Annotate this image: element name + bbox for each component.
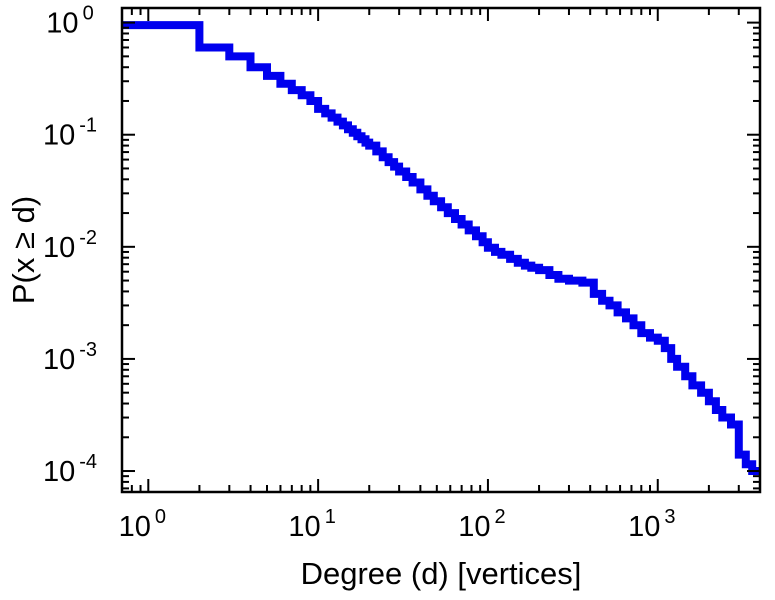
- x-tick-label: 10 0: [119, 506, 166, 543]
- plot-area: 10 0 10 1 10 2 10 3 10 0 10 -1 10 -2 10 -3 10 -4: [43, 3, 762, 543]
- x-axis-label: Degree (d) [vertices]: [301, 556, 582, 591]
- x-tick-label: 10 1: [288, 506, 335, 543]
- y-tick-label: 10 -2: [43, 227, 97, 264]
- y-tick-label: 10 -1: [43, 115, 97, 152]
- x-tick-label: 10 3: [628, 506, 675, 543]
- axis-ticks: [122, 8, 760, 492]
- ccdf-step-line: [122, 21, 760, 475]
- y-tick-label: 10 -3: [43, 339, 97, 376]
- y-tick-label: 10 -4: [43, 451, 97, 488]
- plot-border: [120, 6, 762, 494]
- y-axis-label: P(x ≥ d): [6, 196, 41, 304]
- y-tick-label: 10 0: [46, 3, 93, 40]
- x-tick-label: 10 2: [458, 506, 505, 543]
